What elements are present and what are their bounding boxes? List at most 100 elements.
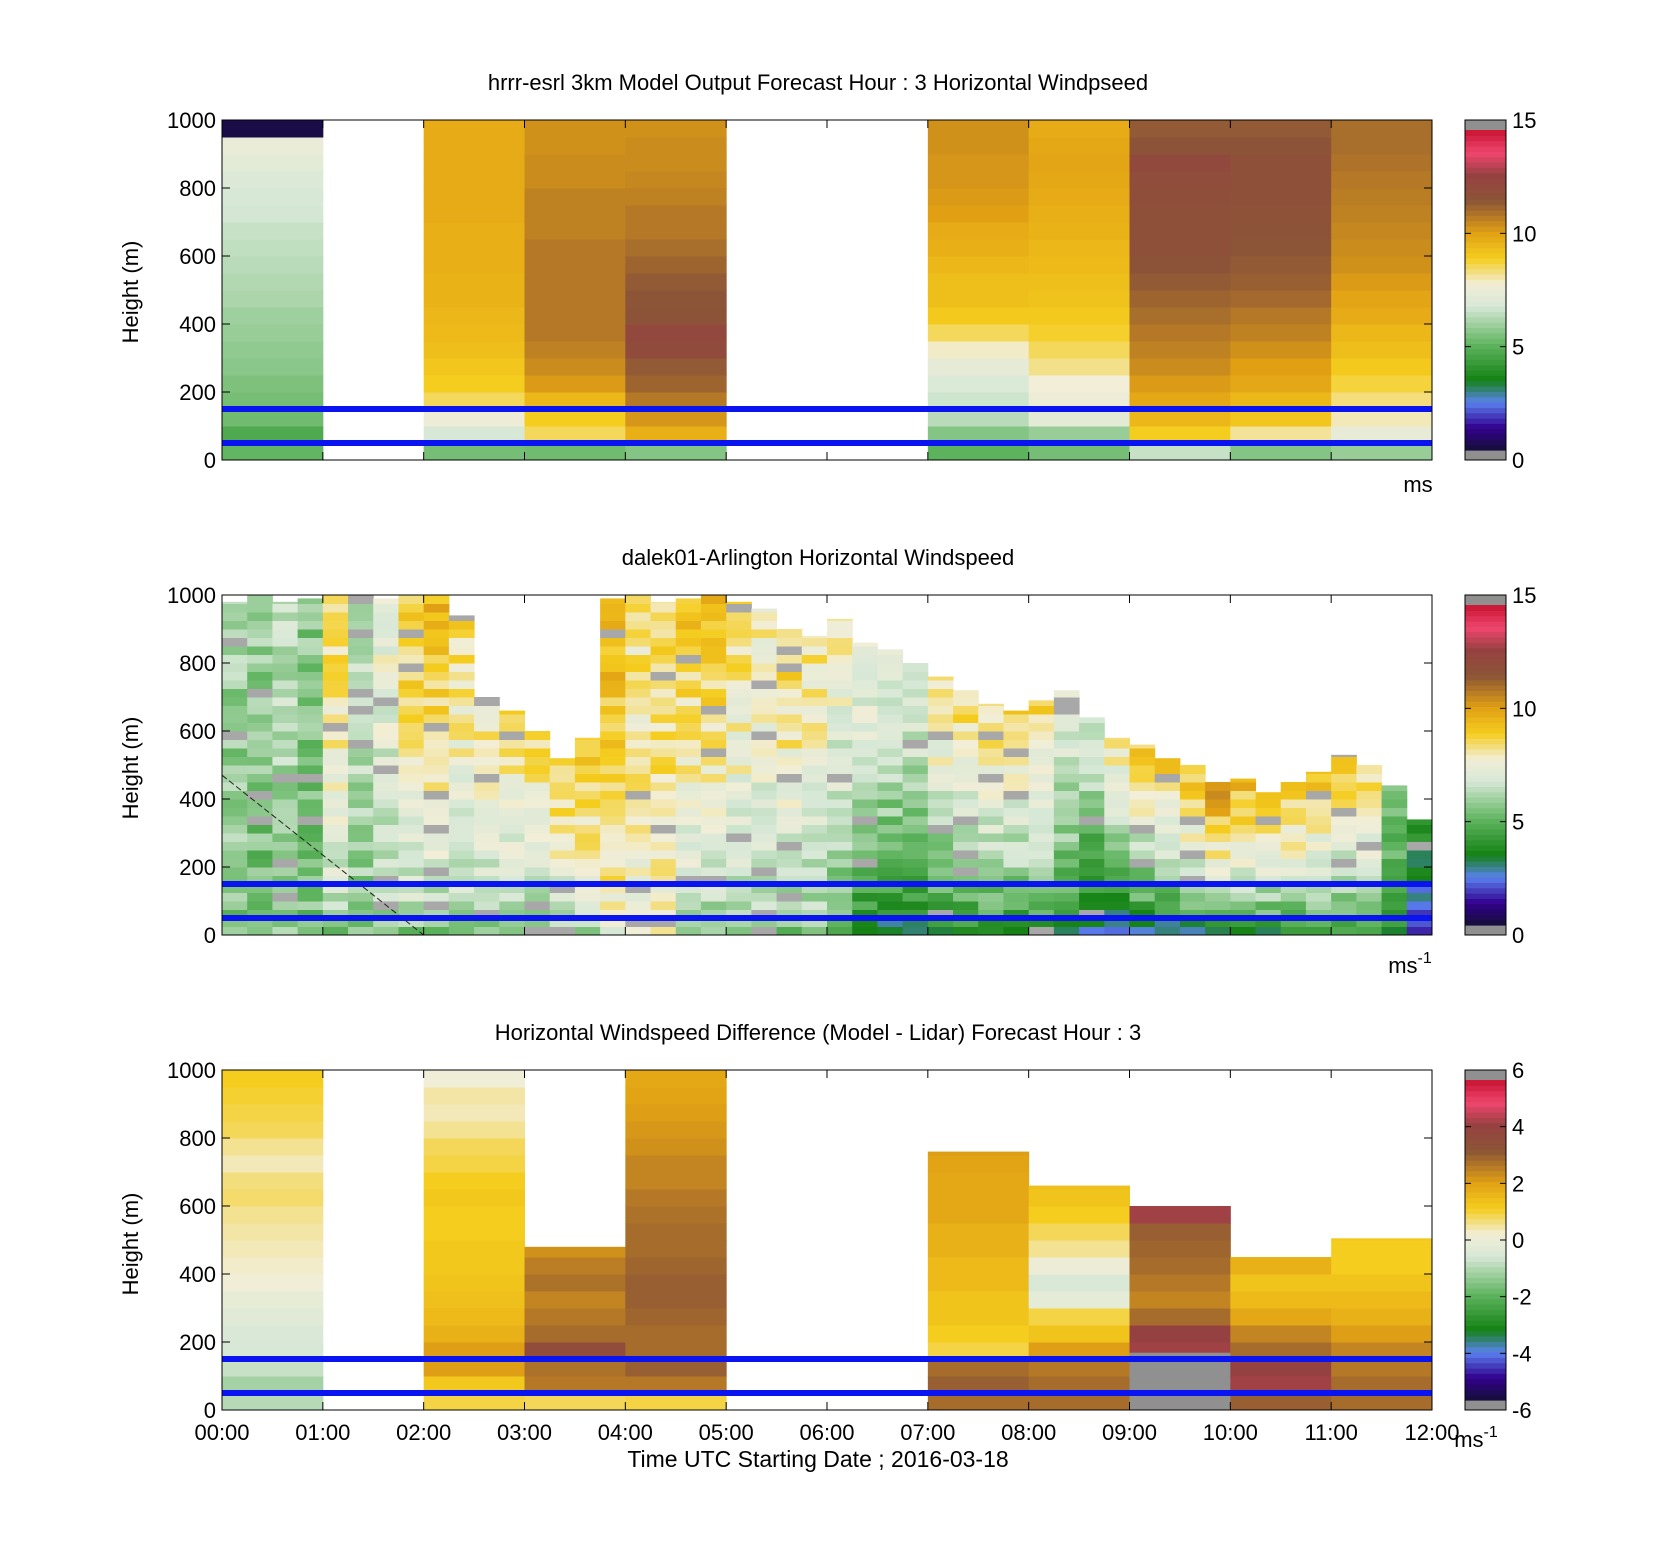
colorbar-tick-label: 5 bbox=[1512, 810, 1524, 835]
heatmap-cell bbox=[600, 714, 626, 723]
colorbar-cell bbox=[1465, 850, 1506, 857]
heatmap-cell bbox=[801, 892, 828, 902]
heatmap-cell bbox=[1331, 324, 1433, 342]
y-tick-label: 200 bbox=[179, 1330, 216, 1355]
heatmap-cell bbox=[297, 867, 324, 876]
heatmap-cell bbox=[726, 722, 752, 732]
colorbar-cell bbox=[1465, 1362, 1506, 1369]
colorbar-cell bbox=[1465, 268, 1506, 275]
heatmap-cell bbox=[852, 671, 878, 681]
heatmap-cell bbox=[1079, 756, 1105, 766]
heatmap-cell bbox=[827, 637, 853, 647]
heatmap-cell bbox=[398, 858, 425, 868]
heatmap-cell bbox=[1129, 273, 1231, 291]
heatmap-cell bbox=[1129, 790, 1156, 800]
heatmap-cell bbox=[1079, 722, 1105, 732]
heatmap-cell bbox=[877, 654, 904, 664]
heatmap-cell bbox=[322, 918, 349, 927]
heatmap-cell bbox=[625, 239, 727, 257]
heatmap-cell bbox=[625, 603, 652, 613]
heatmap-cell bbox=[1028, 120, 1130, 138]
heatmap-cell bbox=[1205, 909, 1231, 919]
heatmap-cell bbox=[1230, 909, 1257, 919]
heatmap-cell bbox=[348, 646, 374, 655]
heatmap-cell bbox=[1230, 1325, 1332, 1343]
heatmap-cell bbox=[222, 601, 248, 604]
heatmap-cell bbox=[398, 603, 425, 613]
heatmap-cell bbox=[1280, 841, 1307, 851]
heatmap-cell bbox=[978, 892, 1004, 902]
heatmap-cell bbox=[373, 918, 399, 927]
colorbar-cell bbox=[1465, 1192, 1506, 1198]
heatmap-cell bbox=[625, 867, 652, 876]
heatmap-cell bbox=[272, 824, 299, 834]
panel-lidar-heatmap bbox=[221, 595, 1433, 936]
heatmap-cell bbox=[247, 858, 273, 868]
heatmap-cell bbox=[877, 926, 904, 936]
heatmap-cell bbox=[1053, 722, 1080, 732]
heatmap-cell bbox=[877, 884, 904, 893]
heatmap-cell bbox=[927, 782, 954, 791]
heatmap-cell bbox=[751, 918, 778, 927]
heatmap-cell bbox=[1053, 901, 1080, 910]
heatmap-cell bbox=[524, 1376, 626, 1394]
heatmap-cell bbox=[700, 697, 727, 706]
heatmap-cell bbox=[297, 654, 324, 664]
heatmap-cell bbox=[625, 595, 652, 604]
colorbar-cell bbox=[1465, 167, 1506, 174]
colorbar-cell bbox=[1465, 1176, 1506, 1182]
heatmap-cell bbox=[222, 341, 324, 359]
heatmap-cell bbox=[726, 663, 752, 672]
heatmap-cell bbox=[1129, 409, 1231, 427]
heatmap-cell bbox=[1230, 290, 1332, 308]
heatmap-cell bbox=[474, 909, 500, 919]
heatmap-cell bbox=[751, 722, 778, 732]
heatmap-cell bbox=[1280, 807, 1307, 817]
heatmap-cell bbox=[398, 841, 425, 851]
heatmap-cell bbox=[751, 748, 778, 757]
heatmap-cell bbox=[272, 901, 299, 910]
heatmap-cell bbox=[600, 918, 626, 927]
heatmap-cell bbox=[700, 850, 727, 859]
heatmap-cell bbox=[272, 926, 299, 936]
heatmap-cell bbox=[1154, 841, 1181, 851]
colorbar-cell bbox=[1465, 252, 1506, 259]
heatmap-cell bbox=[927, 680, 954, 689]
heatmap-cell bbox=[322, 680, 349, 689]
heatmap-cell bbox=[524, 790, 551, 800]
heatmap-cell bbox=[222, 239, 324, 257]
heatmap-cell bbox=[524, 1291, 626, 1309]
heatmap-cell bbox=[801, 646, 828, 655]
heatmap-cell bbox=[1406, 819, 1433, 825]
heatmap-cell bbox=[1154, 867, 1181, 876]
heatmap-cell bbox=[927, 188, 1030, 206]
heatmap-cell bbox=[247, 884, 273, 893]
heatmap-cell bbox=[675, 646, 702, 655]
heatmap-cell bbox=[423, 1104, 525, 1122]
colorbar-cell bbox=[1465, 1277, 1506, 1284]
heatmap-cell bbox=[272, 782, 299, 791]
heatmap-cell bbox=[398, 867, 425, 876]
heatmap-cell bbox=[927, 1308, 1030, 1326]
heatmap-cell bbox=[247, 816, 273, 825]
heatmap-cell bbox=[1205, 816, 1231, 825]
heatmap-cell bbox=[297, 598, 324, 604]
heatmap-cell bbox=[600, 620, 626, 630]
heatmap-cell bbox=[751, 841, 778, 851]
heatmap-cell bbox=[953, 765, 979, 774]
heatmap-cell bbox=[978, 901, 1004, 910]
heatmap-cell bbox=[927, 731, 954, 740]
heatmap-cell bbox=[751, 646, 778, 655]
heatmap-cell bbox=[927, 1393, 1030, 1411]
heatmap-cell bbox=[625, 256, 727, 274]
heatmap-cell bbox=[1179, 765, 1206, 774]
heatmap-cell bbox=[297, 671, 324, 681]
heatmap-cell bbox=[877, 663, 904, 672]
colorbar-cell bbox=[1465, 1218, 1506, 1225]
heatmap-cell bbox=[398, 671, 425, 681]
heatmap-cell bbox=[348, 850, 374, 859]
heatmap-cell bbox=[1154, 773, 1181, 783]
heatmap-cell bbox=[953, 884, 979, 893]
heatmap-cell bbox=[751, 892, 778, 902]
heatmap-cell bbox=[827, 629, 853, 638]
